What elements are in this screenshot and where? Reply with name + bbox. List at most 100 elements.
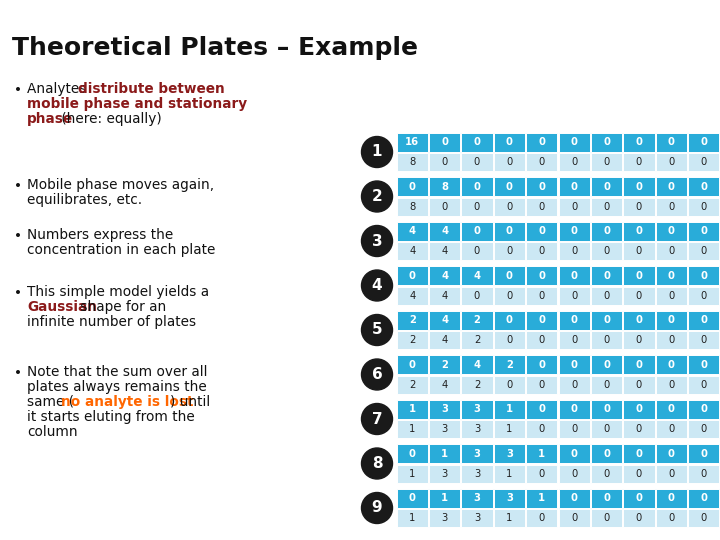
Bar — [429, 444, 460, 463]
Bar — [624, 331, 654, 349]
Text: 0: 0 — [603, 157, 610, 167]
Bar — [559, 400, 590, 419]
Bar — [656, 287, 687, 305]
Text: 0: 0 — [636, 360, 642, 370]
Text: 0: 0 — [636, 291, 642, 301]
Bar — [559, 355, 590, 374]
Bar — [624, 153, 654, 171]
Bar — [559, 376, 590, 394]
Bar — [656, 266, 687, 286]
Text: 0: 0 — [539, 182, 545, 192]
Text: 4: 4 — [474, 271, 480, 281]
Text: 0: 0 — [636, 226, 642, 237]
Text: distribute between: distribute between — [78, 82, 225, 96]
Text: 0: 0 — [668, 513, 675, 523]
Text: 0: 0 — [636, 271, 642, 281]
Circle shape — [361, 226, 392, 256]
Text: 3: 3 — [441, 404, 448, 414]
Text: 2: 2 — [474, 315, 480, 325]
Bar — [397, 242, 428, 260]
Text: 0: 0 — [701, 469, 707, 479]
Bar — [494, 420, 525, 438]
Text: 0: 0 — [668, 246, 675, 256]
Bar — [688, 177, 719, 197]
Text: 0: 0 — [636, 380, 642, 390]
Text: 3: 3 — [441, 513, 448, 523]
Text: 0: 0 — [571, 513, 577, 523]
Text: 3: 3 — [506, 493, 513, 503]
Bar — [462, 331, 492, 349]
Text: 0: 0 — [539, 157, 545, 167]
Bar — [429, 221, 460, 241]
Text: 3: 3 — [474, 513, 480, 523]
Text: 4: 4 — [441, 291, 448, 301]
Bar — [591, 153, 622, 171]
Bar — [591, 331, 622, 349]
Text: 0: 0 — [539, 360, 545, 370]
Text: 0: 0 — [636, 449, 642, 459]
Bar — [397, 198, 428, 216]
Bar — [429, 242, 460, 260]
Text: 0: 0 — [701, 226, 707, 237]
Text: column: column — [27, 424, 78, 438]
Text: 2: 2 — [409, 380, 415, 390]
Text: it starts eluting from the: it starts eluting from the — [27, 410, 194, 424]
Text: 0: 0 — [571, 335, 577, 345]
Bar — [559, 153, 590, 171]
Bar — [624, 509, 654, 528]
Text: 1: 1 — [539, 493, 545, 503]
Text: 0: 0 — [539, 315, 545, 325]
Bar — [526, 420, 557, 438]
Bar — [559, 444, 590, 463]
Text: 4: 4 — [409, 291, 415, 301]
Bar — [494, 310, 525, 330]
Text: 0: 0 — [668, 404, 675, 414]
Text: 4: 4 — [441, 315, 448, 325]
Text: 0: 0 — [603, 493, 610, 503]
Text: 0: 0 — [636, 335, 642, 345]
Text: 0: 0 — [571, 137, 577, 147]
Circle shape — [361, 359, 392, 390]
Bar — [559, 310, 590, 330]
Bar — [526, 509, 557, 528]
Bar — [591, 310, 622, 330]
Text: •: • — [14, 179, 22, 193]
Bar — [656, 153, 687, 171]
Bar — [559, 242, 590, 260]
Bar — [591, 464, 622, 483]
Text: 0: 0 — [474, 202, 480, 212]
Circle shape — [361, 181, 392, 212]
Bar — [624, 198, 654, 216]
Bar — [688, 509, 719, 528]
Bar — [656, 464, 687, 483]
Text: 0: 0 — [474, 246, 480, 256]
Text: 0: 0 — [539, 226, 545, 237]
Bar — [656, 310, 687, 330]
Bar — [526, 177, 557, 197]
Text: 0: 0 — [603, 271, 610, 281]
Bar — [526, 287, 557, 305]
Bar — [429, 287, 460, 305]
Text: 8: 8 — [409, 202, 415, 212]
Bar — [526, 221, 557, 241]
Text: This simple model yields a: This simple model yields a — [27, 285, 209, 299]
Text: 0: 0 — [571, 360, 577, 370]
Text: 1: 1 — [409, 469, 415, 479]
Text: 0: 0 — [636, 182, 642, 192]
Bar — [397, 133, 428, 152]
Text: 0: 0 — [636, 424, 642, 434]
Bar — [397, 355, 428, 374]
Text: 0: 0 — [603, 315, 610, 325]
Text: 0: 0 — [701, 513, 707, 523]
Text: 0: 0 — [506, 226, 513, 237]
Bar — [688, 489, 719, 508]
Bar — [462, 444, 492, 463]
Bar — [624, 376, 654, 394]
Text: 0: 0 — [668, 335, 675, 345]
Text: 0: 0 — [506, 271, 513, 281]
Text: 0: 0 — [701, 291, 707, 301]
Text: 0: 0 — [668, 360, 675, 370]
Text: Gaussian: Gaussian — [27, 300, 97, 314]
Text: 0: 0 — [668, 271, 675, 281]
Text: 0: 0 — [701, 157, 707, 167]
